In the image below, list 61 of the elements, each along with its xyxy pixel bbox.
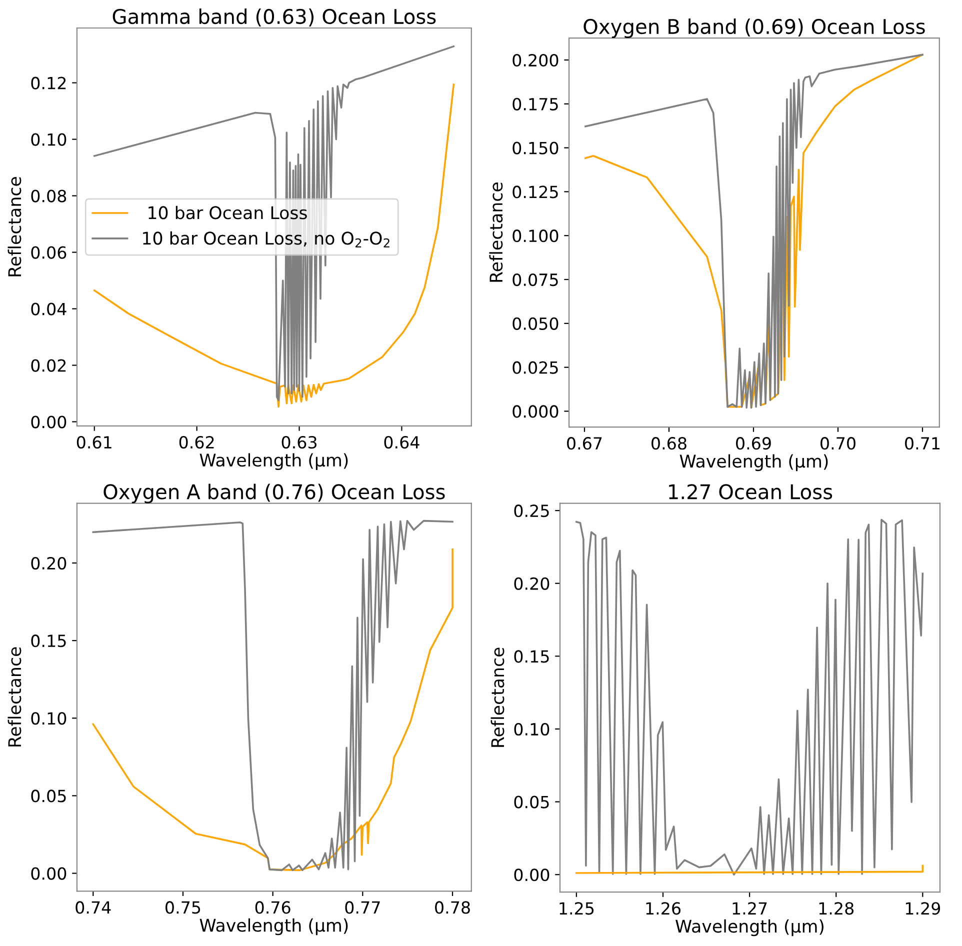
x-tick-label: 0.71 [905, 437, 940, 450]
y-axis-title: Reflectance [8, 647, 22, 746]
y-tick-label: 0.10 [31, 133, 66, 146]
y-tick-label: 0.00 [514, 868, 550, 882]
chart-title: Oxygen B band (0.69) Ocean Loss [584, 18, 925, 38]
y-tick-label: 0.04 [31, 302, 66, 316]
x-tick-label: 0.63 [282, 436, 316, 449]
chart-title: Gamma band (0.63) Ocean Loss [112, 8, 436, 26]
x-tick-label: 0.68 [652, 437, 686, 450]
y-tick-label: 0.05 [514, 796, 549, 808]
y-tick-label: 0.200 [512, 54, 558, 67]
x-axis-title: Wavelength (μm) [676, 919, 824, 936]
y-tick-label: 0.175 [512, 98, 558, 110]
x-tick-label: 0.64 [384, 436, 420, 449]
y-tick-label: 0.12 [31, 76, 66, 90]
y-tick-label: 0.000 [512, 405, 558, 418]
x-axis-title: Wavelength (μm) [200, 918, 348, 936]
x-axis-title: Wavelength (μm) [680, 454, 828, 472]
x-tick-label: 0.75 [166, 901, 200, 914]
y-tick-label: 0.025 [512, 361, 558, 374]
y-tick-label: 0.00 [31, 416, 66, 428]
y-tick-label: 0.150 [512, 142, 558, 154]
y-tick-label: 0.05 [31, 790, 66, 802]
y-axis-title: Reflectance [489, 182, 503, 282]
y-tick-label: 0.050 [512, 317, 558, 330]
legend-label: 10 bar Ocean Loss, no O$_{2}$-O$_{2}$ [143, 231, 390, 248]
x-tick-label: 1.28 [819, 902, 854, 915]
y-tick-label: 0.125 [512, 186, 558, 198]
y-tick-label: 0.15 [514, 650, 549, 663]
x-tick-label: 1.25 [560, 902, 594, 915]
y-tick-label: 0.06 [31, 246, 66, 259]
y-tick-label: 0.15 [31, 634, 66, 648]
chart-title: Oxygen A band (0.76) Ocean Loss [104, 484, 445, 504]
x-tick-label: 1.27 [732, 902, 767, 914]
y-tick-label: 0.08 [31, 190, 66, 202]
x-tick-label: 0.76 [255, 901, 290, 914]
x-tick-label: 0.67 [567, 437, 602, 450]
x-tick-label: 0.70 [820, 437, 856, 450]
x-tick-label: 1.29 [906, 902, 940, 915]
y-tick-label: 0.10 [514, 722, 550, 736]
x-tick-label: 0.74 [76, 901, 111, 914]
y-tick-label: 0.00 [31, 867, 66, 880]
line-series [576, 518, 924, 876]
y-tick-label: 0.075 [512, 273, 558, 286]
x-tick-label: 0.77 [345, 901, 380, 914]
legend-label: 10 bar Ocean Loss [148, 206, 307, 220]
x-tick-label: 0.69 [736, 437, 771, 450]
y-tick-label: 0.20 [31, 556, 66, 570]
x-tick-label: 0.62 [179, 436, 214, 449]
y-tick-label: 0.02 [31, 359, 66, 372]
chart-title: 1.27 Ocean Loss [669, 484, 832, 500]
y-axis-title: Reflectance [8, 177, 22, 276]
y-tick-label: 0.100 [512, 230, 558, 242]
x-tick-label: 0.78 [435, 901, 470, 914]
y-tick-label: 0.20 [514, 577, 550, 590]
y-tick-label: 0.25 [514, 504, 549, 518]
x-axis-title: Wavelength (μm) [200, 453, 348, 470]
y-axis-title: Reflectance [490, 648, 504, 747]
y-tick-label: 0.10 [31, 712, 66, 725]
x-tick-label: 1.26 [646, 902, 680, 915]
x-tick-label: 0.61 [76, 436, 112, 449]
